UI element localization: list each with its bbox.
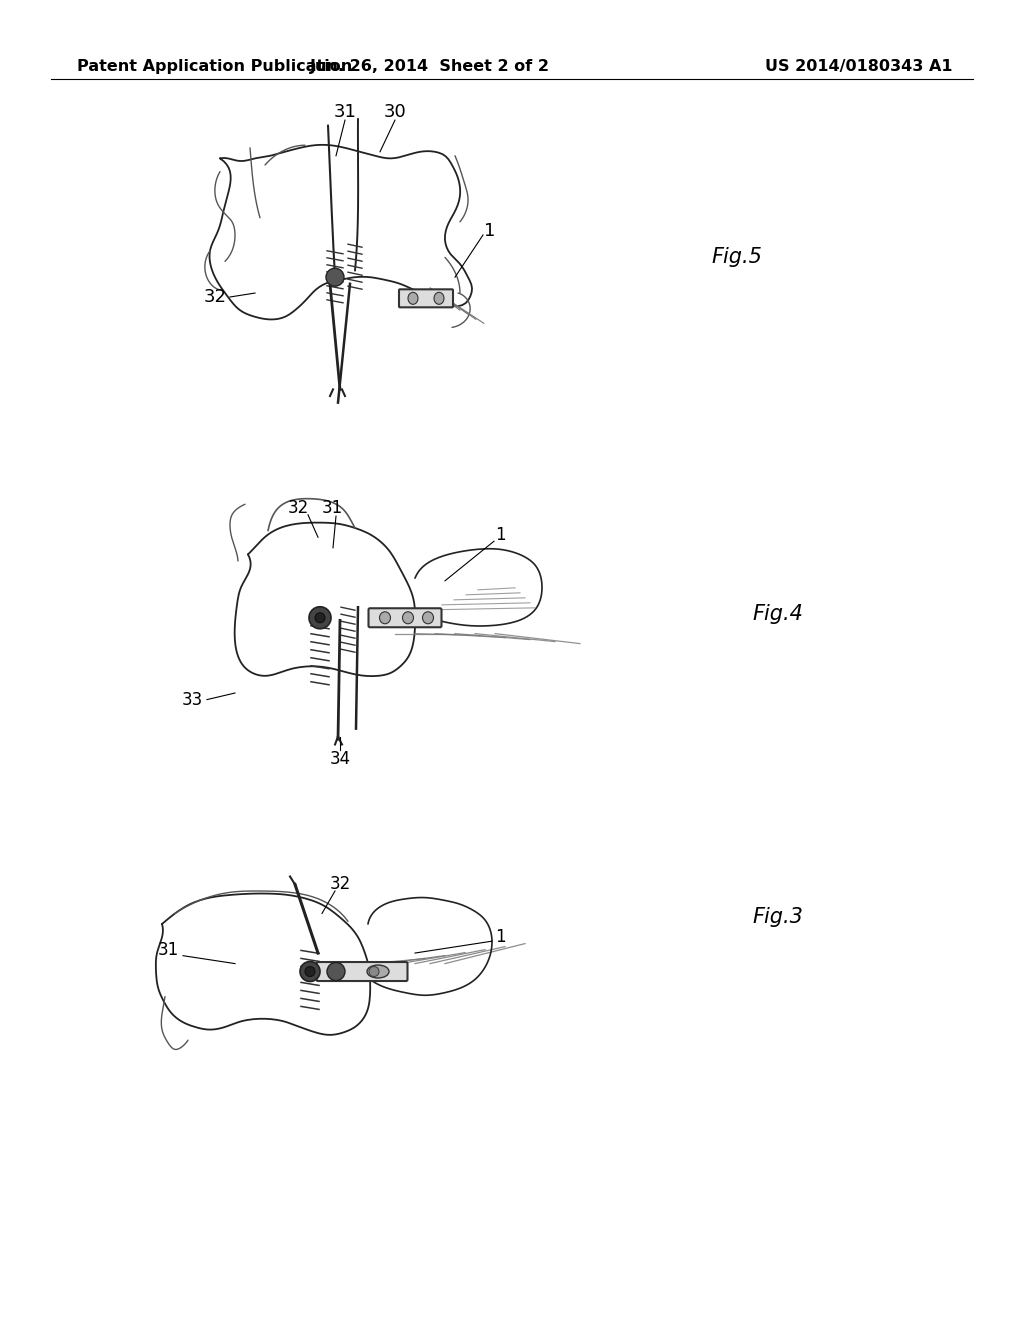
Text: 31: 31 — [158, 941, 178, 960]
Text: 32: 32 — [204, 288, 226, 306]
Text: Fig.5: Fig.5 — [712, 247, 763, 268]
Ellipse shape — [402, 611, 414, 624]
Circle shape — [305, 966, 315, 977]
Text: Jun. 26, 2014  Sheet 2 of 2: Jun. 26, 2014 Sheet 2 of 2 — [310, 58, 550, 74]
Text: 32: 32 — [330, 875, 350, 894]
Circle shape — [300, 961, 319, 982]
Ellipse shape — [434, 292, 444, 305]
Circle shape — [309, 607, 331, 628]
Circle shape — [369, 966, 379, 977]
Text: 1: 1 — [484, 222, 496, 240]
Ellipse shape — [423, 611, 433, 624]
FancyBboxPatch shape — [399, 289, 453, 308]
Text: 31: 31 — [322, 499, 343, 517]
Text: US 2014/0180343 A1: US 2014/0180343 A1 — [765, 58, 952, 74]
Text: 1: 1 — [495, 928, 505, 946]
Text: Patent Application Publication: Patent Application Publication — [77, 58, 352, 74]
Text: 31: 31 — [334, 103, 356, 121]
Text: 32: 32 — [288, 499, 308, 517]
Text: 30: 30 — [384, 103, 407, 121]
Text: Fig.4: Fig.4 — [753, 603, 804, 624]
Circle shape — [315, 612, 325, 623]
Ellipse shape — [367, 965, 389, 978]
FancyBboxPatch shape — [369, 609, 441, 627]
Circle shape — [327, 962, 345, 981]
Circle shape — [326, 268, 344, 286]
Ellipse shape — [408, 292, 418, 305]
Text: 1: 1 — [495, 525, 505, 544]
Text: 34: 34 — [330, 750, 350, 768]
FancyBboxPatch shape — [316, 962, 408, 981]
Text: 33: 33 — [181, 690, 203, 709]
Ellipse shape — [380, 611, 390, 624]
Text: Fig.3: Fig.3 — [753, 907, 804, 928]
